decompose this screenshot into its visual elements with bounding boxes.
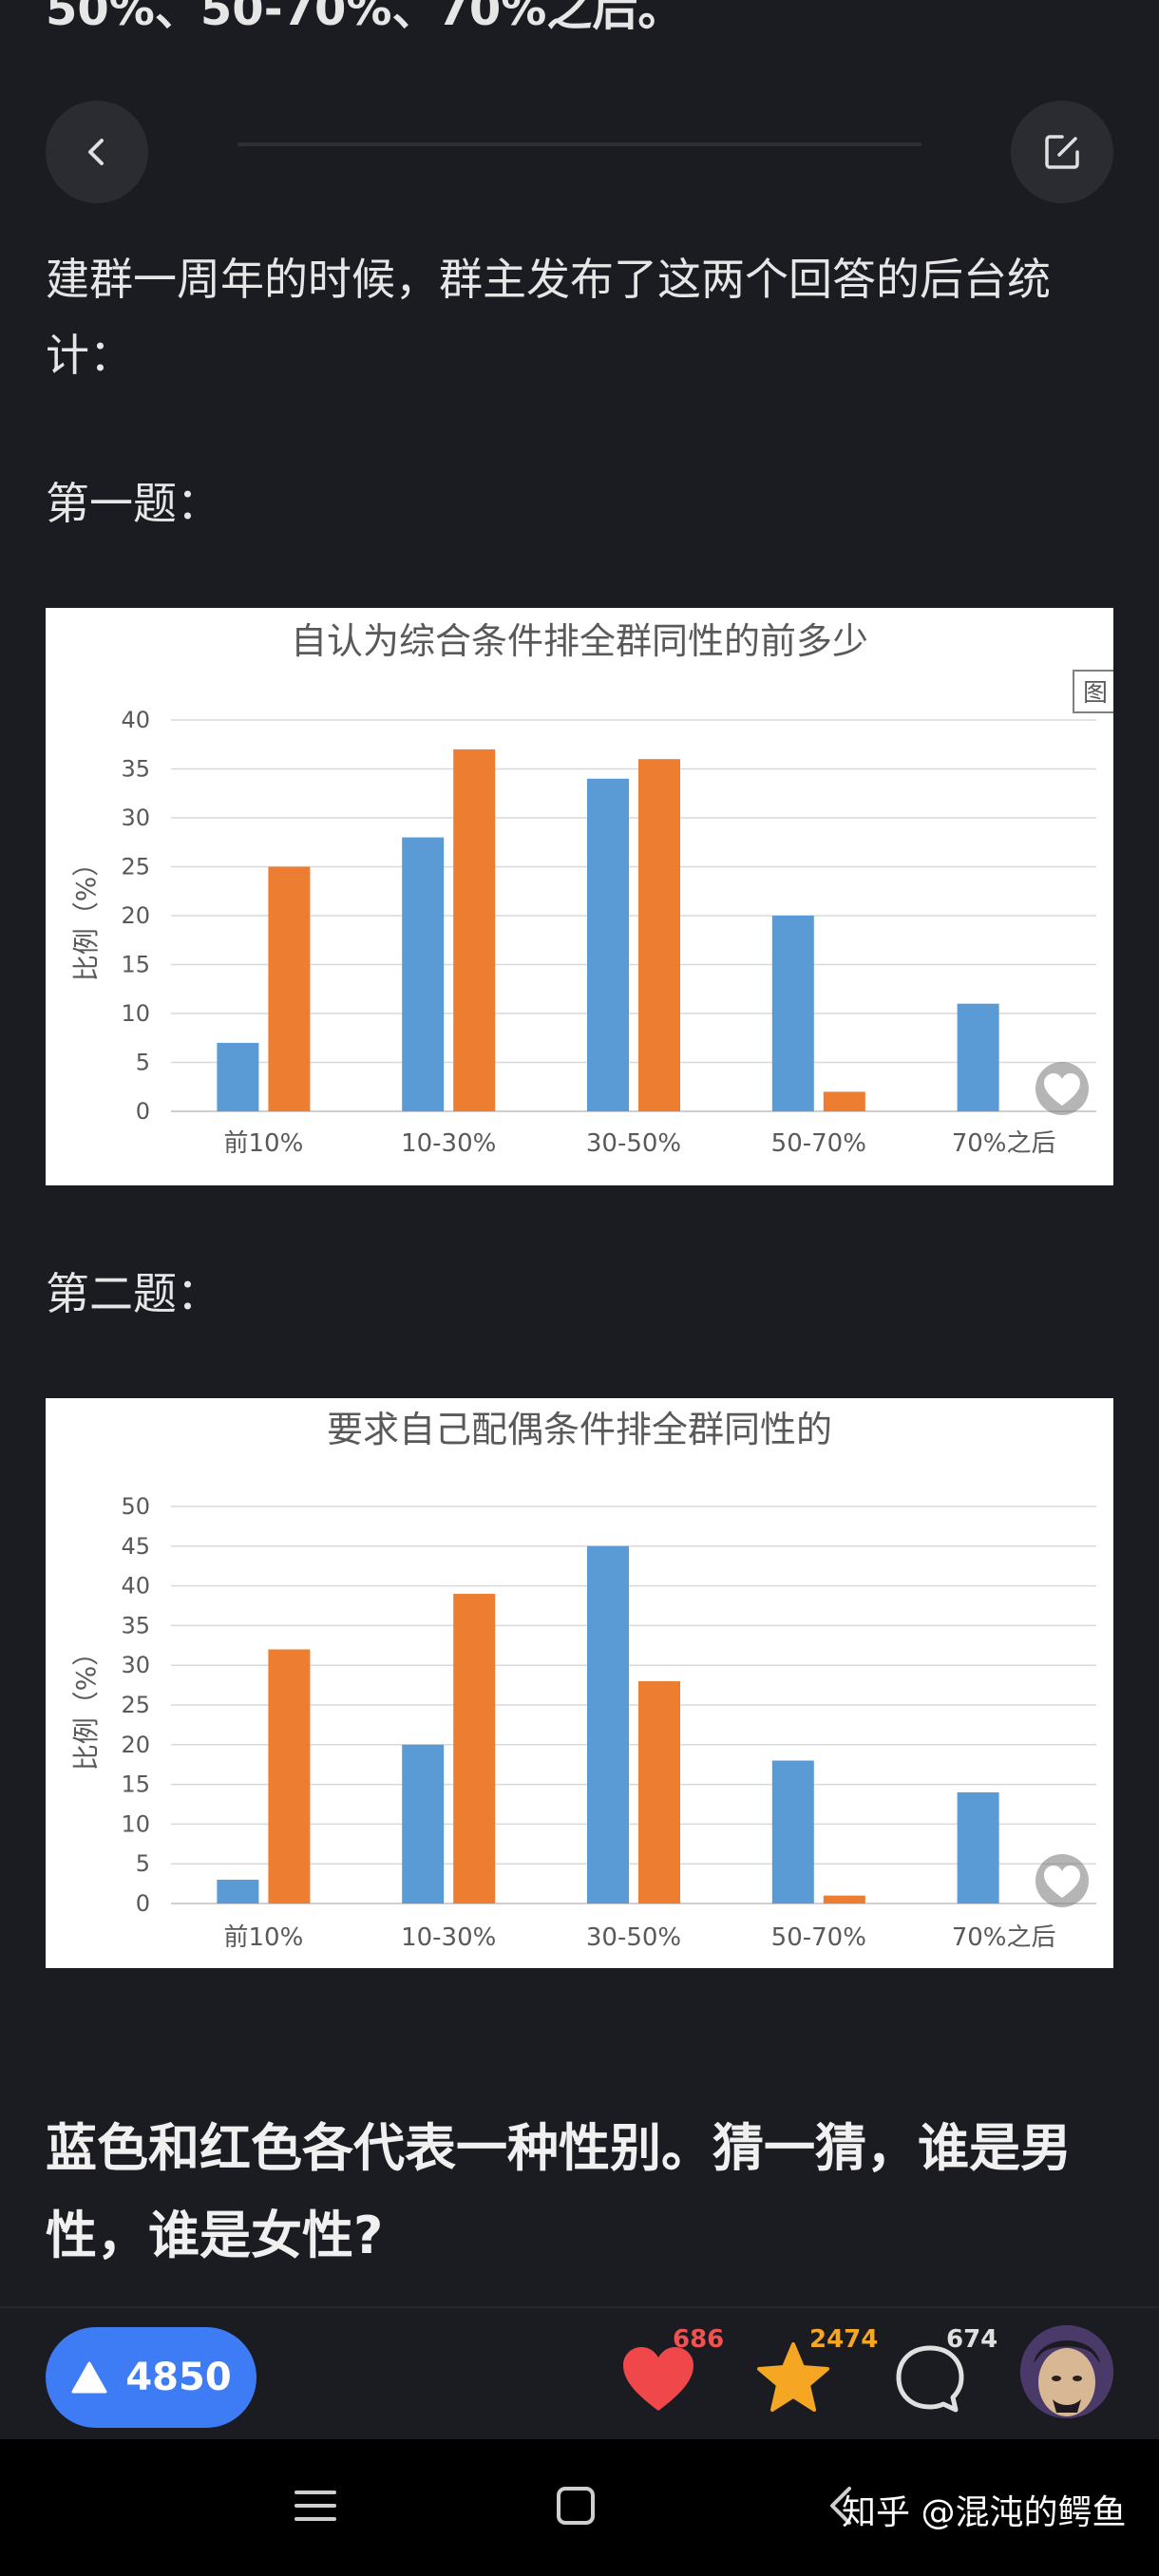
favorite-count: 2474 [809,2325,879,2354]
bar-series1-3 [771,916,814,1111]
bar-series1-4 [957,1003,999,1111]
triangle-up-icon [71,2361,107,2394]
x-tick-label: 70%之后 [952,1129,1056,1158]
image-like-heart-icon[interactable] [1036,1062,1089,1115]
bar-series1-0 [217,1042,259,1111]
bar-series1-1 [402,837,445,1111]
y-tick-label: 20 [121,902,150,929]
bar-series1-2 [587,1545,629,1904]
y-tick-label: 30 [121,1652,150,1678]
y-tick-label: 5 [136,1850,150,1877]
author-avatar[interactable] [1020,2325,1113,2418]
y-tick-label: 35 [121,756,150,783]
question1-label: 第一题： [46,478,220,529]
bar-series1-1 [402,1744,445,1904]
y-tick-label: 10 [121,1000,150,1027]
paragraph-stats-intro: 建群一周年的时候，群主发布了这两个回答的后台统计： [46,254,1051,381]
bar-series2-2 [638,1680,680,1904]
x-tick-label: 10-30% [401,1129,496,1158]
x-tick-label: 70%之后 [952,1923,1056,1952]
y-tick-label: 40 [121,1573,150,1600]
image-tag-text: 图 [1083,679,1108,708]
action-bar: 4850 686 2474 674 [0,2306,1159,2441]
x-tick-label: 10-30% [401,1923,496,1952]
x-tick-label: 前10% [224,1923,304,1952]
y-axis-label: 比例（%） [70,1639,102,1771]
y-tick-label: 15 [121,1771,150,1798]
chevron-left-icon [88,139,104,165]
home-square-icon[interactable] [551,2481,600,2530]
y-tick-label: 25 [121,1692,150,1718]
star-icon [757,2342,829,2412]
chart-title: 要求自己配偶条件排全群同性的 [327,1409,832,1450]
y-tick-label: 5 [136,1050,150,1076]
edit-icon [1045,135,1079,169]
reading-progress [238,142,922,146]
y-tick-label: 30 [121,805,150,831]
y-tick-label: 25 [121,854,150,881]
image-tag-overlay: 图 [1073,670,1113,713]
bar-series2-0 [268,866,311,1111]
y-tick-label: 0 [136,1890,150,1917]
x-tick-label: 30-50% [586,1923,681,1952]
y-tick-label: 0 [136,1098,150,1125]
comment-button[interactable] [887,2337,973,2422]
x-tick-label: 30-50% [586,1129,681,1158]
y-tick-label: 35 [121,1612,150,1638]
upvote-count: 4850 [125,2356,232,2399]
back-button[interactable] [46,101,148,203]
watermark: 知乎 @混沌的鳄鱼 [842,2493,1127,2532]
y-tick-label: 40 [121,707,150,733]
bar-series1-0 [217,1879,259,1904]
bar-series2-3 [823,1091,865,1111]
question-heading: 蓝色和红色各代表一种性别。猜一猜，谁是男性，谁是女性? [46,2118,1072,2265]
back-nav-icon[interactable] [817,2481,866,2530]
edit-button[interactable] [1011,101,1113,203]
question2-label: 第二题： [46,1268,220,1319]
menu-icon[interactable] [291,2481,340,2530]
x-tick-label: 前10% [224,1129,304,1158]
image-like-heart-icon[interactable] [1036,1854,1089,1907]
bar-series2-2 [638,759,680,1111]
y-tick-label: 50 [121,1493,150,1520]
avatar-image [1020,2325,1113,2418]
y-tick-label: 10 [121,1810,150,1837]
favorite-button[interactable] [750,2337,836,2422]
bar-series1-4 [957,1791,999,1904]
upvote-button[interactable]: 4850 [46,2327,256,2428]
bar-series2-3 [823,1895,865,1904]
bar-chart-spouse-rank: 要求自己配偶条件排全群同性的 0 5 10 15 20 25 30 35 40 45 50 比例（%） 前… [70,1409,1096,1952]
bar-series1-3 [771,1760,814,1904]
chart-title: 自认为综合条件排全群同性的前多少 [291,620,868,662]
bar-series2-1 [453,748,496,1111]
x-tick-label: 50-70% [771,1923,866,1952]
bar-series1-2 [587,778,629,1111]
y-axis-label: 比例（%） [70,850,102,982]
heart-icon [623,2347,694,2411]
chart-question2[interactable]: 要求自己配偶条件排全群同性的 0 5 10 15 20 25 30 35 40 45 50 比例（%） 前… [46,1398,1113,1968]
y-tick-label: 20 [121,1732,150,1758]
bar-series2-1 [453,1593,496,1904]
chart-question1[interactable]: 自认为综合条件排全群同性的前多少 0 5 10 15 20 25 30 35 40 比例（%） 前10… [46,608,1113,1185]
article-text-partial: 50%、50-70%、70%之后。 [46,0,684,36]
y-tick-label: 15 [121,952,150,978]
x-tick-label: 50-70% [771,1129,866,1158]
bar-series2-0 [268,1649,311,1904]
comment-count: 674 [946,2325,998,2354]
like-button[interactable] [616,2337,701,2422]
like-count: 686 [673,2325,725,2354]
bar-chart-self-rank: 自认为综合条件排全群同性的前多少 0 5 10 15 20 25 30 35 40 比例（%） 前10… [70,620,1113,1158]
y-tick-label: 45 [121,1533,150,1560]
comment-bubble-icon [896,2345,964,2413]
system-nav-bar: 知乎 @混沌的鳄鱼 [0,2439,1159,2576]
